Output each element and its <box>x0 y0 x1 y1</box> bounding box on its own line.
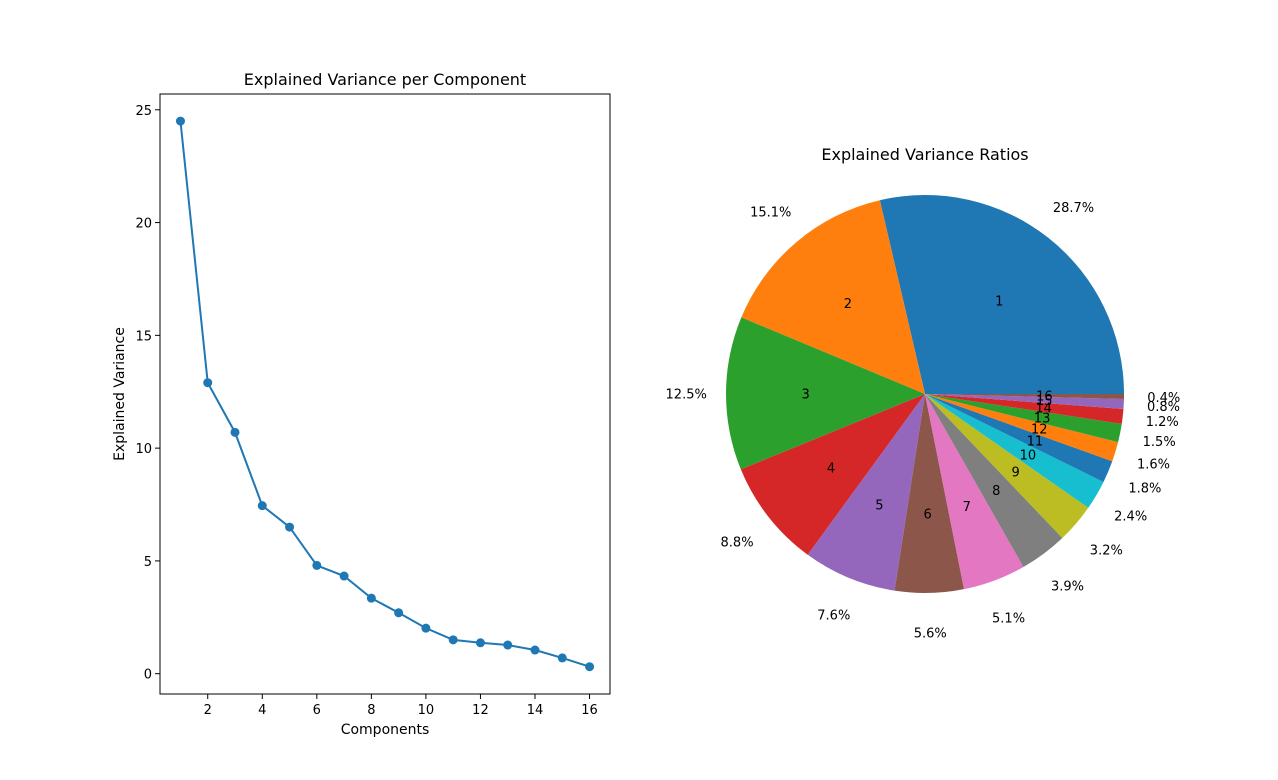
data-point <box>203 378 213 388</box>
pie-wedge <box>925 394 1104 508</box>
x-tick-label: 12 <box>472 703 489 718</box>
pie-percent-label: 1.8% <box>1128 481 1161 496</box>
x-tick-label: 8 <box>367 703 375 718</box>
pie-percent-label: 8.8% <box>721 535 754 550</box>
pie-percent-label: 7.6% <box>817 609 850 624</box>
x-tick-label: 14 <box>527 703 544 718</box>
line-y-axis-label: Explained Variance <box>112 327 128 461</box>
x-tick-label: 4 <box>258 703 266 718</box>
pie-wedge <box>740 394 925 555</box>
pie-percent-label: 1.5% <box>1143 435 1176 450</box>
pie-wedge <box>925 394 1024 590</box>
data-point <box>421 623 431 633</box>
pie-wedge <box>925 394 1113 482</box>
pie-percent-label: 15.1% <box>750 206 791 221</box>
line-x-axis-label: Components <box>341 722 430 738</box>
data-point <box>585 662 595 672</box>
line-points <box>175 116 595 672</box>
pie-slice-label: 8 <box>992 484 1000 499</box>
y-tick-label: 5 <box>144 555 152 570</box>
pie-wedge <box>925 394 1124 409</box>
pie-percent-label: 0.4% <box>1147 391 1180 406</box>
data-point <box>557 653 567 663</box>
pie-slice-label: 15 <box>1036 394 1053 409</box>
pie-slice-label: 13 <box>1034 411 1051 426</box>
pie-chart: Explained Variance Ratios 12345678910111… <box>666 145 1181 642</box>
pie-slice-label: 12 <box>1031 423 1048 438</box>
pie-wedges <box>726 195 1124 594</box>
pie-percent-label: 3.2% <box>1090 543 1123 558</box>
pie-percent-label: 0.8% <box>1147 400 1180 415</box>
pie-wedge <box>879 195 1124 394</box>
pie-slice-label: 11 <box>1027 435 1044 450</box>
y-tick-label: 20 <box>135 217 152 232</box>
data-point <box>312 560 322 570</box>
data-point <box>530 645 540 655</box>
pie-slice-label: 14 <box>1035 401 1052 416</box>
line-chart: Explained Variance per Component 0 5 10 15 2… <box>112 70 611 738</box>
x-tick-label: 16 <box>581 703 598 718</box>
y-tick-label: 25 <box>135 104 152 119</box>
pie-percent-label: 5.1% <box>992 612 1025 627</box>
pie-slice-label: 6 <box>923 507 931 522</box>
pie-wedge <box>726 317 925 470</box>
x-tick-label: 2 <box>204 703 212 718</box>
data-point <box>339 571 349 581</box>
pie-slice-label: 1 <box>995 294 1003 309</box>
data-point <box>394 608 404 618</box>
data-point <box>230 427 240 437</box>
pie-wedge <box>925 394 1119 462</box>
data-point <box>285 522 295 532</box>
y-tick-label: 15 <box>135 329 152 344</box>
pie-slice-label: 5 <box>875 498 883 513</box>
pie-wedge <box>925 394 1063 567</box>
pie-slice-label: 16 <box>1036 390 1053 405</box>
pie-percent-label: 1.2% <box>1146 415 1179 430</box>
pie-wedge <box>925 394 1124 424</box>
x-tick-label: 10 <box>418 703 435 718</box>
data-point <box>175 116 185 126</box>
line-y-ticks: 0 5 10 15 20 25 <box>135 104 160 683</box>
pie-slice-label: 4 <box>827 462 835 477</box>
data-point <box>257 501 267 511</box>
pie-wedge <box>925 394 1122 443</box>
pie-percent-label: 5.6% <box>914 627 947 642</box>
data-point <box>366 593 376 603</box>
pie-wedge <box>807 394 925 591</box>
pie-slice-label: 10 <box>1020 449 1037 464</box>
pie-slice-label: 3 <box>801 388 809 403</box>
y-tick-label: 0 <box>144 668 152 683</box>
pie-slice-label: 7 <box>963 500 971 515</box>
pie-percent-label: 1.6% <box>1137 457 1170 472</box>
line-axes-frame <box>159 93 611 695</box>
line-series <box>179 120 590 668</box>
data-point <box>448 635 458 645</box>
pie-percent-label: 28.7% <box>1053 201 1094 216</box>
data-point <box>475 638 485 648</box>
pie-percent-label: 12.5% <box>666 387 707 402</box>
y-tick-label: 10 <box>135 442 152 457</box>
pie-slice-label: 9 <box>1012 466 1020 481</box>
pie-wedge <box>925 394 1089 538</box>
pie-wedge <box>741 200 925 394</box>
pie-wedge <box>894 394 965 594</box>
line-chart-title: Explained Variance per Component <box>244 70 526 89</box>
pie-wedge <box>925 394 1124 399</box>
pie-chart-title: Explained Variance Ratios <box>821 145 1028 164</box>
pie-percent-label: 3.9% <box>1051 580 1084 595</box>
pie-percent-labels: 28.7% 15.1% 12.5% 8.8% 7.6% 5.6% 5.1% 3.9% 3.2% 2… <box>666 201 1181 642</box>
pie-percent-label: 2.4% <box>1114 509 1147 524</box>
data-point <box>503 640 513 650</box>
line-x-ticks: 2 4 6 8 10 12 14 16 <box>204 694 598 718</box>
x-tick-label: 6 <box>313 703 321 718</box>
pie-slice-label: 2 <box>844 297 852 312</box>
